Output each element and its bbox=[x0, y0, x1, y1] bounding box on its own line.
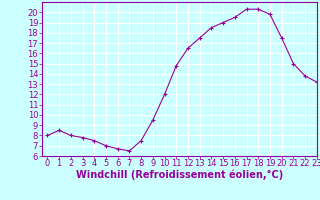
X-axis label: Windchill (Refroidissement éolien,°C): Windchill (Refroidissement éolien,°C) bbox=[76, 170, 283, 180]
